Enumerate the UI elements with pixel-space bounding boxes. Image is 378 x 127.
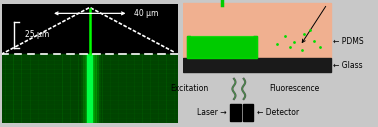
Bar [83,54,84,123]
Bar [187,36,257,58]
Bar [87,54,92,123]
Bar [87,54,88,123]
Bar [100,54,102,123]
Polygon shape [191,5,253,36]
Bar [85,54,87,123]
Bar [230,104,241,121]
Text: ← Glass: ← Glass [333,61,363,70]
Text: 25 μm: 25 μm [25,30,49,39]
Bar [93,54,94,123]
Bar [91,54,92,123]
Text: 40 μm: 40 μm [134,9,158,18]
Bar [96,54,98,123]
Bar [94,54,96,123]
Bar [89,54,90,123]
Bar [187,36,257,58]
Bar [243,104,253,121]
Text: Fluorescence: Fluorescence [269,84,319,93]
Bar [2,54,178,123]
Bar [183,3,331,58]
Text: ← PDMS: ← PDMS [333,37,364,46]
Bar [98,54,100,123]
Bar [183,58,331,72]
Bar [81,54,82,123]
Text: Laser →: Laser → [197,108,226,117]
Text: Excitation: Excitation [170,84,209,93]
Bar [79,54,81,123]
Text: Photoactivatable Tracer: Photoactivatable Tracer [287,0,377,42]
Text: ← Detector: ← Detector [257,108,299,117]
